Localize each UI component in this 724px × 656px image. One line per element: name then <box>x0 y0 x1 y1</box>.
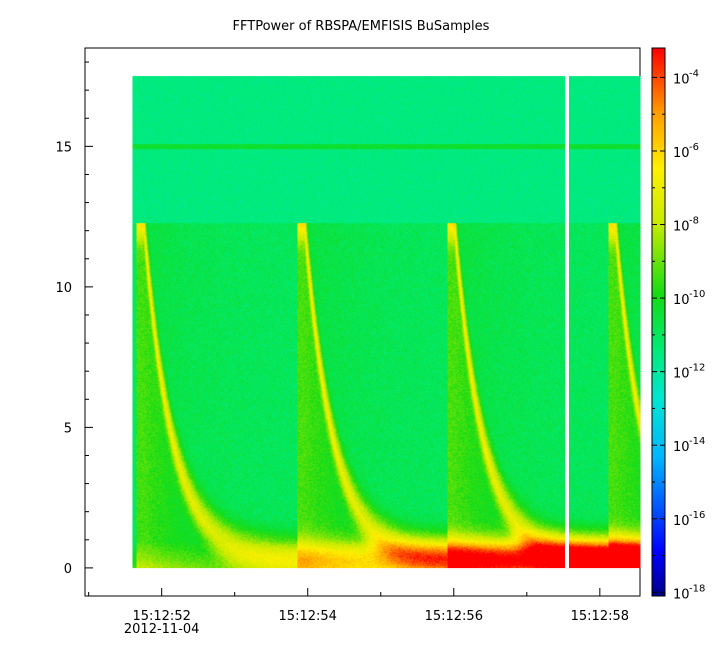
spectrogram-image <box>132 76 641 569</box>
x-tick-label: 15:12:52 <box>132 609 190 624</box>
colorbar-label-base: 10 <box>673 220 690 235</box>
x-tick-label: 15:12:56 <box>425 609 483 624</box>
colorbar-label-exponent: -10 <box>689 289 705 300</box>
colorbar-label-exponent: -14 <box>689 436 705 447</box>
colorbar-label-base: 10 <box>673 440 690 455</box>
chart-title: FFTPower of RBSPA/EMFISIS BuSamples <box>233 19 490 34</box>
colorbar-label-exponent: -16 <box>689 510 705 521</box>
y-tick-label: 0 <box>64 562 72 577</box>
x-tick-label: 15:12:54 <box>279 609 337 624</box>
colorbar-label-exponent: -6 <box>689 142 699 153</box>
colorbar-label-base: 10 <box>673 293 690 308</box>
x-tick-label: 15:12:58 <box>571 609 629 624</box>
colorbar-label-base: 10 <box>673 72 690 87</box>
colorbar-label-exponent: -4 <box>689 68 699 79</box>
colorbar-label-base: 10 <box>673 587 690 602</box>
colorbar-label-base: 10 <box>673 367 690 382</box>
y-tick-label: 5 <box>64 421 72 436</box>
y-tick-label: 15 <box>55 140 72 155</box>
colorbar-label-exponent: -18 <box>689 583 705 594</box>
colorbar-label-base: 10 <box>673 146 690 161</box>
colorbar-label-exponent: -8 <box>689 216 699 227</box>
colorbar-label-base: 10 <box>673 514 690 529</box>
colorbar-label-exponent: -12 <box>689 363 705 374</box>
x-tick-date-label: 2012-11-04 <box>124 622 200 637</box>
colorbar <box>652 48 665 596</box>
y-axis: 0 5 10 15 <box>55 61 93 577</box>
colorbar-frame <box>651 47 666 597</box>
data-gap <box>564 76 569 569</box>
y-tick-label: 10 <box>55 281 72 296</box>
